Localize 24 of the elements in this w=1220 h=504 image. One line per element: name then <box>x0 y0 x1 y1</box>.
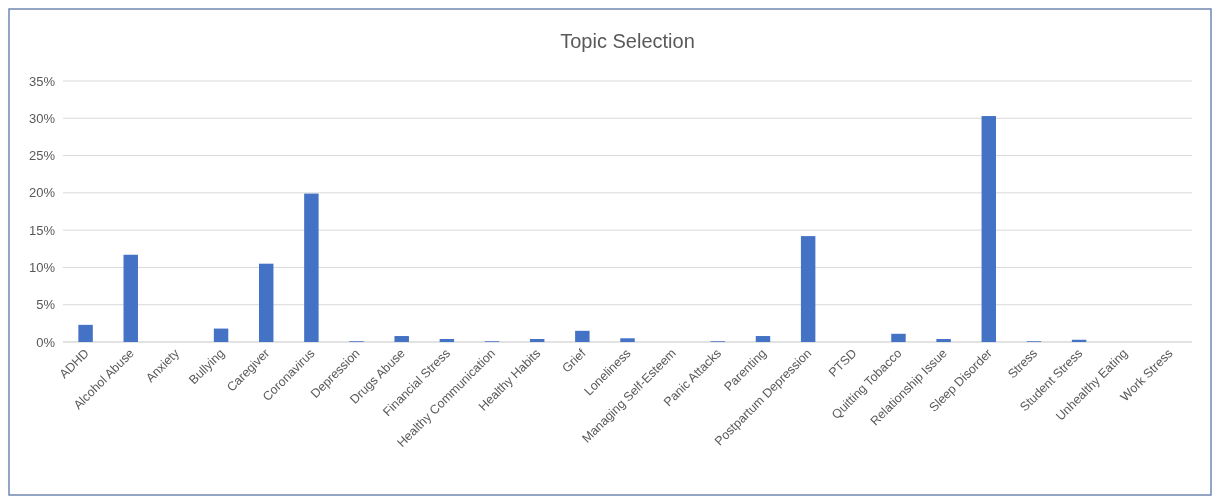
y-tick-label: 20% <box>28 185 56 201</box>
bar <box>755 336 771 342</box>
bar <box>891 333 906 342</box>
bar <box>78 324 93 342</box>
bar <box>529 339 545 342</box>
bar <box>575 330 590 342</box>
chart-title: Topic Selection <box>560 30 695 52</box>
y-tick-label: 10% <box>28 259 56 275</box>
y-tick-label: 5% <box>36 297 56 313</box>
bar <box>936 339 951 342</box>
bar <box>981 116 997 342</box>
bar <box>394 336 409 342</box>
bar <box>258 263 274 342</box>
bar <box>123 254 138 342</box>
bar <box>620 338 635 342</box>
y-tick-label: 25% <box>28 148 56 164</box>
bar <box>213 328 229 342</box>
y-tick-label: 15% <box>28 222 56 238</box>
y-tick-label: 30% <box>28 110 56 126</box>
y-tick-label: 35% <box>28 73 56 89</box>
bar <box>800 236 816 342</box>
bar <box>439 339 455 342</box>
bar <box>304 193 319 342</box>
y-tick-label: 0% <box>36 334 56 350</box>
